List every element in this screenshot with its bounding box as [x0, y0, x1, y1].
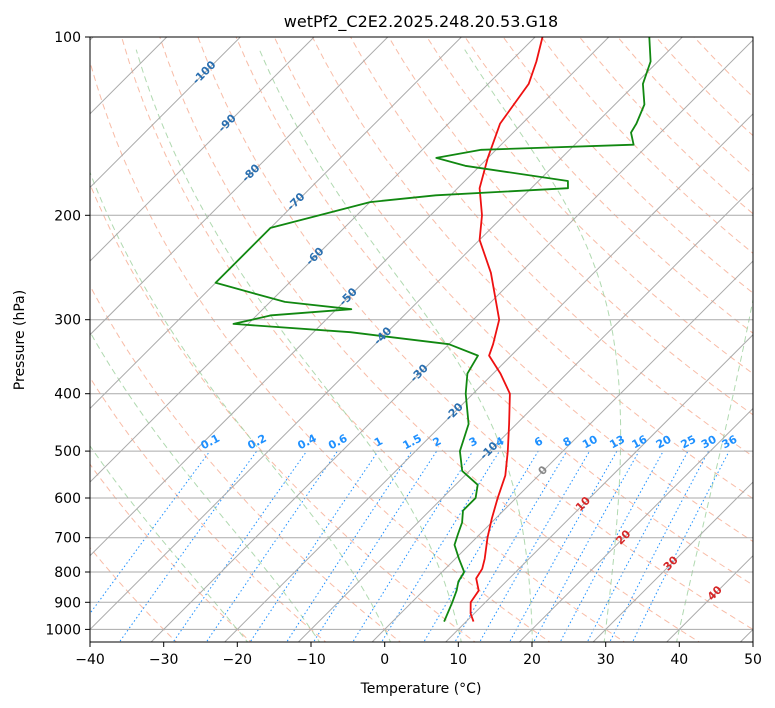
mixing-ratio-line [609, 450, 709, 642]
isotherm [90, 37, 463, 410]
plot-frame [89, 36, 754, 643]
isotherm [90, 37, 684, 631]
mixing-ratio-line [118, 450, 258, 642]
isotherm [90, 37, 242, 189]
mixing-ratio-line [454, 450, 568, 642]
mixing-ratio-line [172, 450, 308, 642]
mixing-ratio-label: 20 [654, 433, 674, 452]
dewpoint-line [214, 37, 652, 622]
y-tick-label: 300 [54, 313, 81, 329]
chart-title: wetPf2_C2E2.2025.248.20.53.G18 [284, 12, 558, 32]
y-tick-label: 1000 [45, 622, 81, 638]
isotherm [518, 407, 753, 642]
dry-adiabat [502, 37, 753, 294]
dry-adiabat [350, 37, 753, 458]
x-axis-label: Temperature (°C) [360, 681, 482, 697]
isotherm [90, 37, 315, 262]
isotherm [90, 37, 610, 557]
mixing-ratio-line [586, 450, 689, 642]
mixing-ratio-line [559, 450, 664, 642]
x-tick-label: 40 [670, 652, 688, 668]
x-tick-label: 0 [380, 652, 389, 668]
x-tick-label: −40 [75, 652, 105, 668]
mixing-ratio-label: 36 [720, 433, 740, 452]
isotherm [444, 334, 753, 642]
x-tick-label: −30 [149, 652, 179, 668]
dry-adiabat [388, 37, 753, 416]
x-tick-label: 20 [523, 652, 541, 668]
mixing-ratio-label: 25 [679, 433, 699, 452]
profile-lines [214, 37, 652, 622]
mixing-ratio-line [249, 450, 379, 642]
y-tick-label: 600 [54, 491, 81, 507]
dry-adiabat [426, 37, 753, 375]
isotherm [90, 37, 389, 336]
mixing-ratio-label: 16 [630, 433, 650, 452]
axes: −40 −30 −20 −10 0 10 20 30 40 50 100 200 300 400 500 60… [45, 30, 762, 668]
y-tick-label: 100 [54, 30, 81, 46]
y-tick-label: 800 [54, 565, 81, 581]
mixing-ratio-line [312, 450, 438, 642]
x-tick-label: 50 [744, 652, 762, 668]
moist-adiabat [90, 171, 392, 642]
dry-adiabat [464, 37, 753, 334]
x-tick-label: 10 [449, 652, 467, 668]
mixing-ratio-label: 13 [607, 433, 627, 452]
y-tick-label: 400 [54, 387, 81, 403]
y-tick-label: 700 [54, 531, 81, 547]
isotherm [150, 39, 753, 642]
dry-adiabat [311, 37, 753, 500]
y-tick-label: 900 [54, 595, 81, 611]
y-tick-label: 200 [54, 208, 81, 224]
background-grid [90, 37, 753, 642]
y-tick-label: 500 [54, 444, 81, 460]
mixing-ratio-line [90, 450, 211, 615]
mixing-ratio-label: 10 [580, 433, 600, 452]
x-tick-label: −10 [296, 652, 326, 668]
isotherm [297, 186, 753, 642]
mixing-ratio-line [205, 450, 338, 642]
isotherm [223, 113, 753, 642]
mixing-ratio-line [381, 450, 500, 642]
x-tick-label: 30 [597, 652, 615, 668]
dry-adiabat [235, 37, 753, 586]
mixing-ratio-label: 30 [699, 433, 719, 452]
x-tick-label: −20 [223, 652, 253, 668]
mixing-ratio-line [286, 450, 413, 642]
dry-adiabat [273, 37, 753, 543]
isotherm [90, 37, 536, 483]
isotherm [371, 260, 753, 642]
y-axis-label: Pressure (hPa) [12, 290, 28, 390]
isotherm [592, 481, 753, 642]
